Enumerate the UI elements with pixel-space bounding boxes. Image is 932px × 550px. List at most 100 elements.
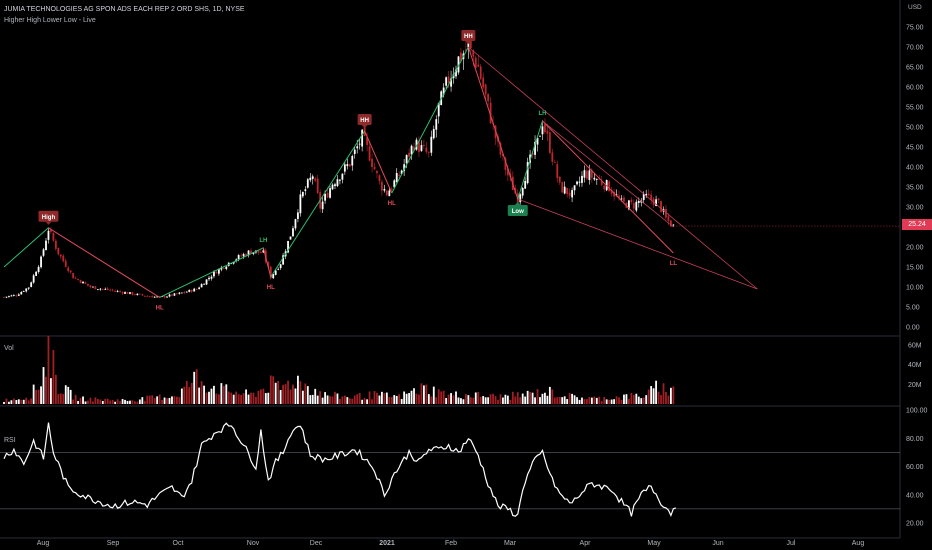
volume-bar: [74, 394, 77, 404]
volume-bar: [590, 397, 593, 404]
volume-bar: [64, 385, 67, 404]
currency-label: USD: [908, 4, 922, 11]
candle-body: [306, 179, 309, 188]
volume-bar: [462, 399, 465, 404]
volume-bar: [474, 392, 477, 404]
volume-bar: [415, 393, 418, 404]
candle-body: [526, 162, 529, 184]
candle-body: [348, 164, 351, 167]
volume-bar: [581, 397, 583, 404]
candle-body: [106, 288, 109, 290]
candle-body: [329, 188, 331, 198]
volume-bar: [388, 397, 391, 404]
price-tick-label: 40.00: [906, 165, 924, 172]
candle-body: [131, 292, 134, 295]
volume-bar: [47, 336, 50, 404]
volume-bar: [410, 390, 413, 404]
candle-body: [358, 143, 361, 145]
candle-body: [171, 294, 173, 296]
candle-body: [373, 166, 376, 170]
candle-body: [403, 164, 406, 171]
price-tick-label: 50.00: [906, 125, 924, 132]
candle-body: [15, 295, 18, 297]
candle-body: [489, 102, 492, 124]
volume-bar: [17, 399, 20, 404]
volume-bar: [99, 399, 102, 404]
volume-bar: [299, 381, 302, 404]
candle-body: [240, 255, 243, 257]
candle-body: [134, 294, 136, 296]
candle-body: [176, 293, 178, 295]
volume-bar: [618, 397, 620, 404]
volume-bar: [630, 392, 633, 404]
pivot-box: [507, 205, 528, 216]
rsi-line: [3, 422, 676, 517]
volume-bar: [104, 398, 107, 404]
price-tick-label: 75.00: [906, 25, 924, 32]
volume-bar: [479, 396, 482, 404]
candle-body: [94, 286, 97, 290]
volume-bar: [640, 398, 643, 404]
candle-body: [314, 178, 317, 181]
candle-body: [339, 179, 341, 181]
candle-body: [521, 187, 524, 196]
pivot-box: [357, 114, 372, 125]
candle-body: [30, 282, 33, 287]
pivot-label: HH: [360, 118, 369, 124]
candle-body: [64, 260, 67, 267]
time-tick-label: Oct: [173, 540, 184, 547]
volume-bar: [225, 384, 228, 404]
candle-body: [277, 268, 280, 270]
candle-body: [245, 254, 247, 256]
candle-body: [267, 262, 270, 268]
volume-bar: [566, 399, 569, 404]
candle-body: [220, 267, 223, 270]
candle-body: [499, 143, 502, 155]
volume-bar: [346, 397, 349, 404]
candle-body: [435, 119, 438, 130]
volume-bar: [27, 400, 30, 404]
volume-bar: [524, 396, 527, 404]
volume-pane-label: Vol: [4, 345, 14, 352]
volume-bar: [477, 391, 480, 404]
volume-bar: [121, 399, 124, 404]
volume-bar: [393, 395, 396, 404]
volume-bar: [247, 394, 250, 404]
volume-bar: [176, 396, 178, 404]
volume-bar: [455, 391, 457, 404]
volume-bar: [620, 399, 623, 404]
volume-bar: [161, 399, 163, 404]
candle-body: [336, 179, 339, 187]
volume-bar: [200, 381, 203, 404]
candle-body: [279, 264, 282, 269]
volume-bar: [138, 399, 141, 404]
candle-body: [425, 147, 428, 153]
candle-body: [469, 40, 472, 49]
volume-bar: [450, 393, 452, 404]
volume-bar: [188, 387, 191, 404]
volume-bar: [190, 382, 193, 404]
volume-bar: [151, 395, 154, 404]
price-tick-label: 60.00: [906, 85, 924, 92]
volume-bar: [272, 376, 275, 404]
candle-body: [10, 295, 13, 297]
candle-body: [645, 193, 648, 196]
candle-body: [482, 77, 485, 88]
candle-body: [195, 289, 198, 290]
candle-body: [126, 292, 129, 294]
price-tick-label: 0.00: [906, 325, 920, 332]
candle-body: [388, 190, 391, 197]
candle-body: [62, 255, 65, 262]
volume-bar: [314, 388, 317, 404]
volume-bar: [361, 399, 364, 404]
volume-bar: [326, 395, 329, 404]
candle-body: [225, 266, 228, 269]
candle-body: [460, 52, 462, 61]
volume-bar: [586, 399, 588, 404]
pivot-label: HH: [464, 34, 473, 40]
candle-body: [571, 190, 573, 198]
volume-bar: [623, 394, 625, 404]
volume-bar: [156, 396, 159, 404]
pivot-label: HL: [156, 305, 164, 311]
